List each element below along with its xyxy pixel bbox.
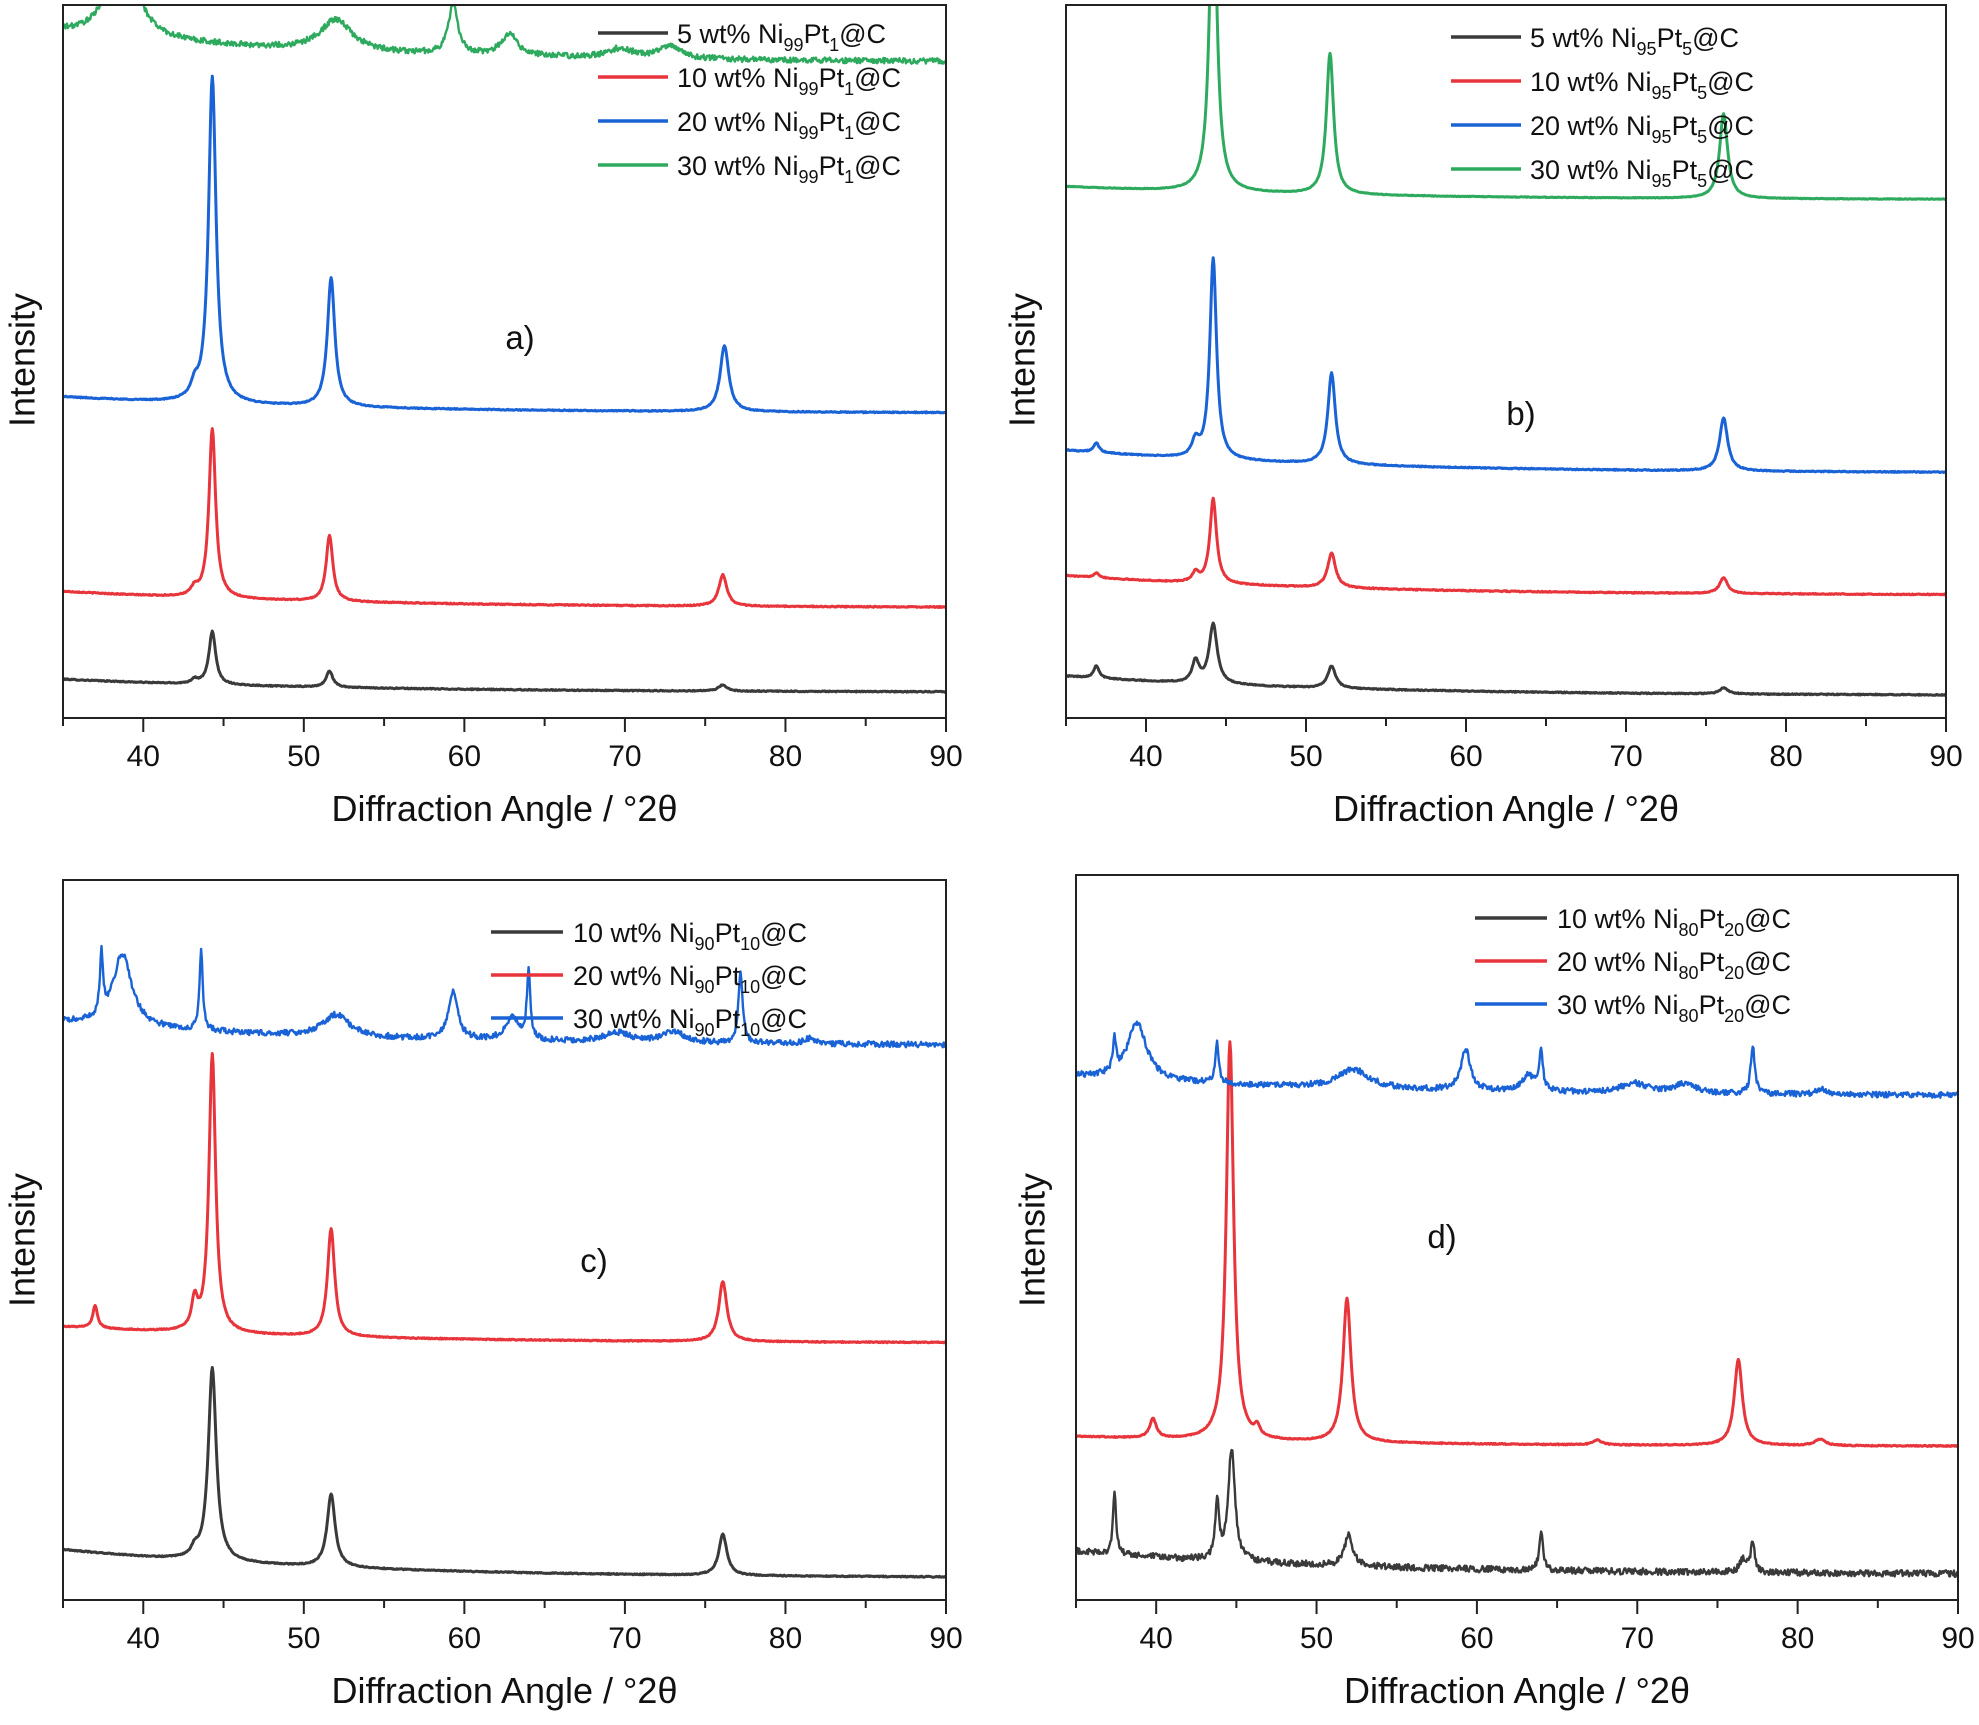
x-tick-label: 50 bbox=[287, 740, 320, 773]
legend-entry: 5 wt% Ni99Pt1@C bbox=[677, 19, 886, 55]
series-group bbox=[1076, 1020, 1958, 1578]
x-tick-label: 40 bbox=[127, 740, 160, 773]
x-tick-label: 90 bbox=[1929, 740, 1962, 773]
legend-entry: 10 wt% Ni99Pt1@C bbox=[677, 63, 901, 99]
legend-entry: 20 wt% Ni99Pt1@C bbox=[677, 107, 901, 143]
panel-3: 40 50 60 70 80 90 Diffraction Angle / °2θ Inten… bbox=[2, 879, 963, 1711]
x-tick-label: 70 bbox=[1609, 740, 1642, 773]
plot-frame bbox=[1075, 874, 1959, 1601]
x-axis-title: Diffraction Angle / °2θ bbox=[332, 788, 678, 829]
y-axis-title: Intensity bbox=[1012, 1173, 1053, 1307]
legend-entry: 30 wt% Ni90Pt10@C bbox=[573, 1004, 807, 1040]
x-tick-label: 40 bbox=[1129, 740, 1162, 773]
x-tick-label: 50 bbox=[287, 1622, 320, 1655]
x-axis-title: Diffraction Angle / °2θ bbox=[1333, 788, 1679, 829]
panel-label: d) bbox=[1427, 1218, 1456, 1255]
x-tick-label: 80 bbox=[1769, 740, 1802, 773]
panel-4: 40 50 60 70 80 90 Diffraction Angle / °2θ Inten… bbox=[1012, 874, 1975, 1711]
series-line-2 bbox=[63, 1052, 946, 1345]
series-group bbox=[1066, 5, 1946, 697]
x-tick-label: 50 bbox=[1289, 740, 1322, 773]
x-axis-title: Diffraction Angle / °2θ bbox=[1344, 1670, 1690, 1711]
x-tick-label: 40 bbox=[127, 1622, 160, 1655]
x-tick-label: 60 bbox=[448, 1622, 481, 1655]
x-tick-label: 60 bbox=[1449, 740, 1482, 773]
legend: 10 wt% Ni90Pt10@C 20 wt% Ni90Pt10@C 30 wt%… bbox=[491, 918, 807, 1040]
legend-entry: 10 wt% Ni80Pt20@C bbox=[1557, 904, 1791, 940]
panel-2: 40 50 60 70 80 90 Diffraction Angle / °2θ Inten… bbox=[1002, 4, 1963, 829]
series-group bbox=[63, 944, 946, 1579]
legend-entry: 20 wt% Ni80Pt20@C bbox=[1557, 947, 1791, 983]
x-tick-label: 90 bbox=[929, 1622, 962, 1655]
series-line-2 bbox=[1076, 1040, 1958, 1448]
series-line-1 bbox=[1076, 1448, 1958, 1578]
x-tick-label: 50 bbox=[1300, 1622, 1333, 1655]
series-line-1 bbox=[63, 629, 946, 694]
legend: 5 wt% Ni95Pt5@C 10 wt% Ni95Pt5@C 20 wt% Ni… bbox=[1451, 23, 1754, 191]
series-line-2 bbox=[63, 427, 946, 609]
legend-entry: 5 wt% Ni95Pt5@C bbox=[1530, 23, 1739, 59]
x-tick-label: 70 bbox=[1621, 1622, 1654, 1655]
x-tick-label: 70 bbox=[608, 740, 641, 773]
plot-frame bbox=[62, 879, 947, 1601]
x-tick-label: 80 bbox=[769, 740, 802, 773]
series-line-1 bbox=[63, 1366, 946, 1579]
legend-entry: 10 wt% Ni95Pt5@C bbox=[1530, 67, 1754, 103]
legend-entry: 30 wt% Ni99Pt1@C bbox=[677, 151, 901, 187]
x-tick-label: 60 bbox=[1460, 1622, 1493, 1655]
x-tick-label: 90 bbox=[1941, 1622, 1974, 1655]
y-axis-title: Intensity bbox=[2, 1173, 43, 1307]
series-line-1 bbox=[1066, 621, 1946, 697]
series-line-2 bbox=[1066, 496, 1946, 597]
panel-label: c) bbox=[580, 1242, 608, 1279]
legend: 10 wt% Ni80Pt20@C 20 wt% Ni80Pt20@C 30 wt%… bbox=[1475, 904, 1791, 1026]
series-group bbox=[63, 5, 946, 694]
legend-entry: 20 wt% Ni90Pt10@C bbox=[573, 961, 807, 997]
panel-1: 40 50 60 70 80 90 Diffraction Angle / °2θ Inten… bbox=[2, 4, 963, 829]
x-tick-label: 90 bbox=[929, 740, 962, 773]
x-axis-title: Diffraction Angle / °2θ bbox=[332, 1670, 678, 1711]
y-axis-title: Intensity bbox=[2, 293, 43, 427]
plot-frame bbox=[62, 4, 947, 719]
series-line-3 bbox=[63, 944, 946, 1049]
plot-frame bbox=[1065, 4, 1947, 719]
x-tick-label: 40 bbox=[1139, 1622, 1172, 1655]
series-line-4 bbox=[63, 5, 946, 65]
series-line-3 bbox=[1076, 1020, 1958, 1099]
y-axis-title: Intensity bbox=[1002, 293, 1043, 427]
legend: 5 wt% Ni99Pt1@C 10 wt% Ni99Pt1@C 20 wt% Ni… bbox=[598, 19, 901, 187]
legend-entry: 30 wt% Ni95Pt5@C bbox=[1530, 155, 1754, 191]
series-line-4 bbox=[1066, 5, 1946, 201]
x-tick-label: 70 bbox=[608, 1622, 641, 1655]
panel-label: b) bbox=[1506, 395, 1535, 432]
x-tick-label: 60 bbox=[448, 740, 481, 773]
legend-entry: 20 wt% Ni95Pt5@C bbox=[1530, 111, 1754, 147]
series-line-3 bbox=[63, 74, 946, 415]
series-line-3 bbox=[1066, 256, 1946, 474]
legend-entry: 10 wt% Ni90Pt10@C bbox=[573, 918, 807, 954]
x-tick-label: 80 bbox=[769, 1622, 802, 1655]
panel-label: a) bbox=[505, 319, 534, 356]
legend-entry: 30 wt% Ni80Pt20@C bbox=[1557, 990, 1791, 1026]
x-tick-label: 80 bbox=[1781, 1622, 1814, 1655]
